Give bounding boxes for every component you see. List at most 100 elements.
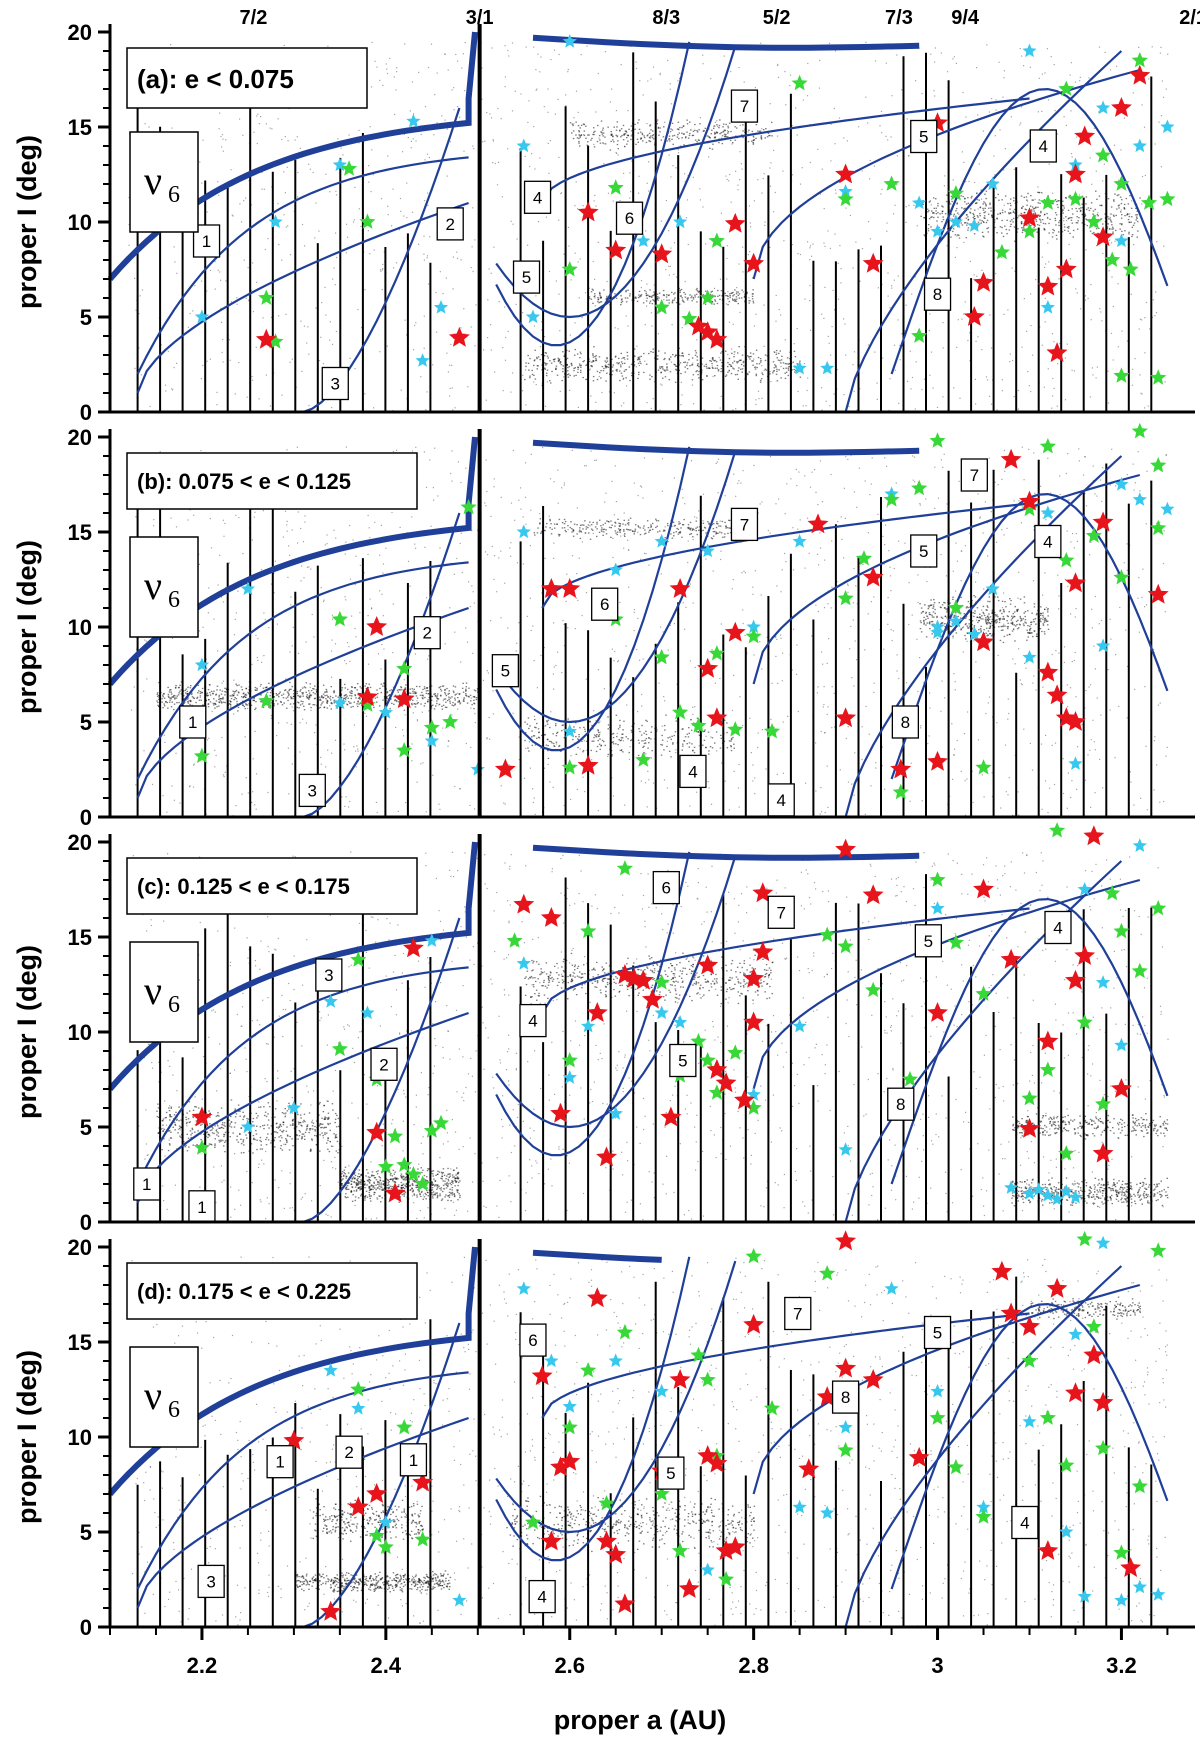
asteroid-point <box>593 143 595 146</box>
asteroid-point <box>595 459 597 461</box>
asteroid-point <box>825 400 827 402</box>
asteroid-point <box>1106 226 1109 228</box>
asteroid-point <box>1038 191 1041 194</box>
asteroid-point <box>930 53 932 55</box>
asteroid-point <box>776 638 778 640</box>
asteroid-point <box>1003 449 1005 452</box>
asteroid-point <box>1064 578 1066 580</box>
asteroid-point <box>775 353 778 356</box>
asteroid-point <box>839 245 841 247</box>
asteroid-point <box>1019 124 1021 126</box>
asteroid-point <box>775 503 777 505</box>
asteroid-point <box>713 125 716 127</box>
asteroid-point <box>734 374 737 376</box>
asteroid-point <box>247 707 249 710</box>
asteroid-point <box>221 351 223 353</box>
asteroid-point <box>689 132 691 135</box>
red-star <box>1019 207 1040 228</box>
asteroid-point <box>692 134 695 136</box>
asteroid-point <box>511 110 514 112</box>
asteroid-point <box>573 367 575 369</box>
asteroid-point <box>543 106 545 108</box>
asteroid-point <box>504 359 507 361</box>
green-star <box>681 310 698 326</box>
asteroid-point <box>777 682 779 684</box>
asteroid-point <box>652 398 654 400</box>
asteroid-point <box>662 136 665 138</box>
asteroid-point <box>965 116 967 118</box>
asteroid-point <box>905 682 908 684</box>
asteroid-point <box>851 677 853 679</box>
asteroid-point <box>447 69 449 71</box>
asteroid-point <box>220 279 222 281</box>
asteroid-point <box>297 542 299 544</box>
asteroid-point <box>602 135 604 137</box>
asteroid-point <box>635 61 637 63</box>
asteroid-point <box>963 241 965 244</box>
asteroid-point <box>470 697 472 699</box>
asteroid-point <box>355 636 357 638</box>
asteroid-point <box>717 369 720 371</box>
asteroid-point <box>640 294 643 296</box>
asteroid-point <box>676 128 679 130</box>
asteroid-point <box>683 144 685 146</box>
asteroid-point <box>1003 70 1005 72</box>
asteroid-point <box>1110 220 1112 222</box>
asteroid-point <box>570 279 572 281</box>
asteroid-point <box>1004 195 1007 197</box>
asteroid-point <box>718 127 720 129</box>
asteroid-point <box>1006 219 1008 221</box>
asteroid-point <box>705 558 707 560</box>
asteroid-point <box>578 142 580 144</box>
asteroid-point <box>469 606 471 608</box>
asteroid-point <box>576 353 579 355</box>
asteroid-point <box>1049 787 1051 789</box>
asteroid-point <box>910 762 912 764</box>
asteroid-point <box>493 486 495 488</box>
asteroid-point <box>396 449 398 451</box>
asteroid-point <box>661 490 663 492</box>
asteroid-point <box>675 369 678 371</box>
asteroid-point <box>1052 228 1054 231</box>
label-box-frame <box>910 119 938 154</box>
asteroid-point <box>982 532 984 534</box>
asteroid-point <box>400 389 402 391</box>
asteroid-point <box>642 94 644 96</box>
asteroid-point <box>1136 217 1138 219</box>
asteroid-point <box>616 121 619 123</box>
asteroid-point <box>1025 209 1028 211</box>
asteroid-point <box>646 123 648 125</box>
asteroid-point <box>578 363 581 365</box>
asteroid-point <box>692 362 694 364</box>
asteroid-point <box>791 669 793 671</box>
asteroid-point <box>949 229 952 232</box>
asteroid-point <box>937 216 939 218</box>
asteroid-point <box>549 360 551 362</box>
asteroid-point <box>459 703 461 705</box>
asteroid-point <box>1146 470 1148 472</box>
asteroid-point <box>452 288 454 290</box>
asteroid-point <box>366 753 368 755</box>
asteroid-point <box>308 696 310 698</box>
asteroid-point <box>591 365 593 368</box>
asteroid-point <box>697 363 699 365</box>
asteroid-point <box>950 236 952 238</box>
asteroid-point <box>764 224 766 226</box>
asteroid-point <box>498 557 500 559</box>
asteroid-point <box>667 649 669 651</box>
asteroid-point <box>738 67 740 69</box>
asteroid-point <box>1021 55 1023 57</box>
asteroid-point <box>532 625 534 627</box>
asteroid-point <box>664 352 666 354</box>
asteroid-point <box>964 207 966 209</box>
asteroid-point <box>689 660 691 662</box>
asteroid-point <box>233 679 235 681</box>
asteroid-point <box>412 699 414 701</box>
asteroid-point <box>1109 218 1112 220</box>
asteroid-point <box>364 712 366 714</box>
asteroid-point <box>950 213 953 215</box>
asteroid-point <box>382 563 384 565</box>
asteroid-point <box>955 210 957 212</box>
asteroid-point <box>786 357 789 359</box>
label-box-frame <box>615 201 644 235</box>
